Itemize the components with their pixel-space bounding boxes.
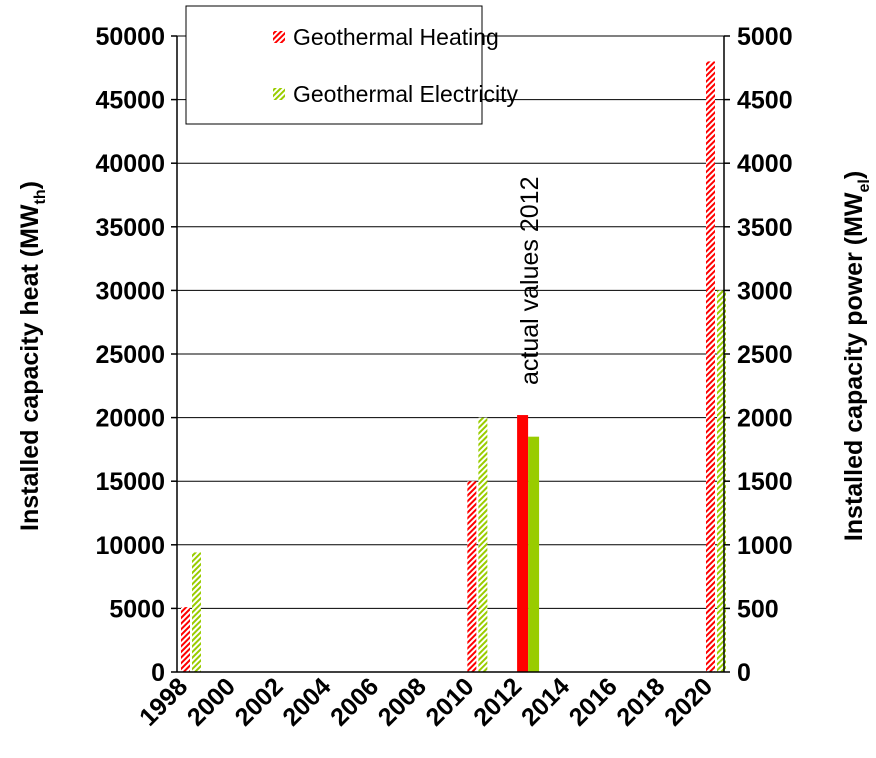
y-tick-label-right: 4500 [737, 87, 793, 115]
y-tick-label-right: 500 [737, 595, 779, 623]
bar-heating-2020 [706, 61, 715, 672]
y-tick-label-left: 40000 [95, 150, 165, 178]
y-tick-label-right: 2500 [737, 341, 793, 369]
y-tick-label-right: 3000 [737, 277, 793, 305]
legend-swatch-electricity [273, 88, 285, 100]
bar-heating-1998 [181, 607, 190, 672]
x-tick-label: 2020 [659, 672, 718, 731]
x-tick-label: 2004 [277, 672, 336, 731]
y-tick-label-left: 25000 [95, 341, 165, 369]
y-tick-label-right: 5000 [737, 23, 793, 51]
y-axis-title-left: Installed capacity heat (MWth) [16, 181, 49, 531]
y-tick-label-left: 20000 [95, 405, 165, 433]
legend-label-heating: Geothermal Heating [293, 24, 499, 50]
x-tick-label: 2010 [420, 672, 479, 731]
y-tick-label-left: 10000 [95, 532, 165, 560]
legend-box [185, 5, 483, 125]
y-tick-label-left: 15000 [95, 468, 165, 496]
x-tick-label: 2002 [230, 672, 289, 731]
bars [181, 61, 726, 672]
y-tick-label-left: 50000 [95, 23, 165, 51]
bar-heating-2010 [467, 481, 477, 672]
x-tick-label: 2018 [611, 672, 670, 731]
y-tick-label-right: 1500 [737, 468, 793, 496]
x-tick-label: 1998 [134, 672, 193, 731]
x-tick-label: 2000 [182, 672, 241, 731]
y-tick-label-right: 1000 [737, 532, 793, 560]
y-tick-label-left: 0 [151, 659, 165, 687]
annotation-actual-values: actual values 2012 [516, 177, 544, 385]
legend: Geothermal Heating Geothermal Electricit… [185, 5, 518, 125]
x-tick-label: 2014 [516, 672, 575, 731]
bar-electricity-2012 [528, 436, 540, 672]
x-tick-label: 2012 [468, 672, 527, 731]
legend-swatch-heating [273, 31, 285, 43]
bar-heating-2012 [517, 415, 529, 672]
bar-electricity-2020 [717, 290, 726, 672]
axes [171, 35, 730, 673]
x-tick-label: 2008 [373, 672, 432, 731]
x-tick-label: 2016 [564, 672, 623, 731]
y-tick-label-right: 4000 [737, 150, 793, 178]
y-axis-title-right: Installed capacity power (MWel) [840, 171, 873, 541]
y-tick-label-left: 45000 [95, 87, 165, 115]
bar-electricity-1998 [192, 552, 201, 672]
x-tick-label: 2006 [325, 672, 384, 731]
bar-electricity-2010 [478, 417, 488, 672]
y-tick-label-right: 3500 [737, 214, 793, 242]
y-tick-label-left: 35000 [95, 214, 165, 242]
y-tick-label-right: 2000 [737, 405, 793, 433]
y-tick-label-left: 30000 [95, 277, 165, 305]
y-tick-label-right: 0 [737, 659, 751, 687]
y-tick-label-left: 5000 [109, 595, 165, 623]
legend-label-electricity: Geothermal Electricity [293, 81, 518, 107]
